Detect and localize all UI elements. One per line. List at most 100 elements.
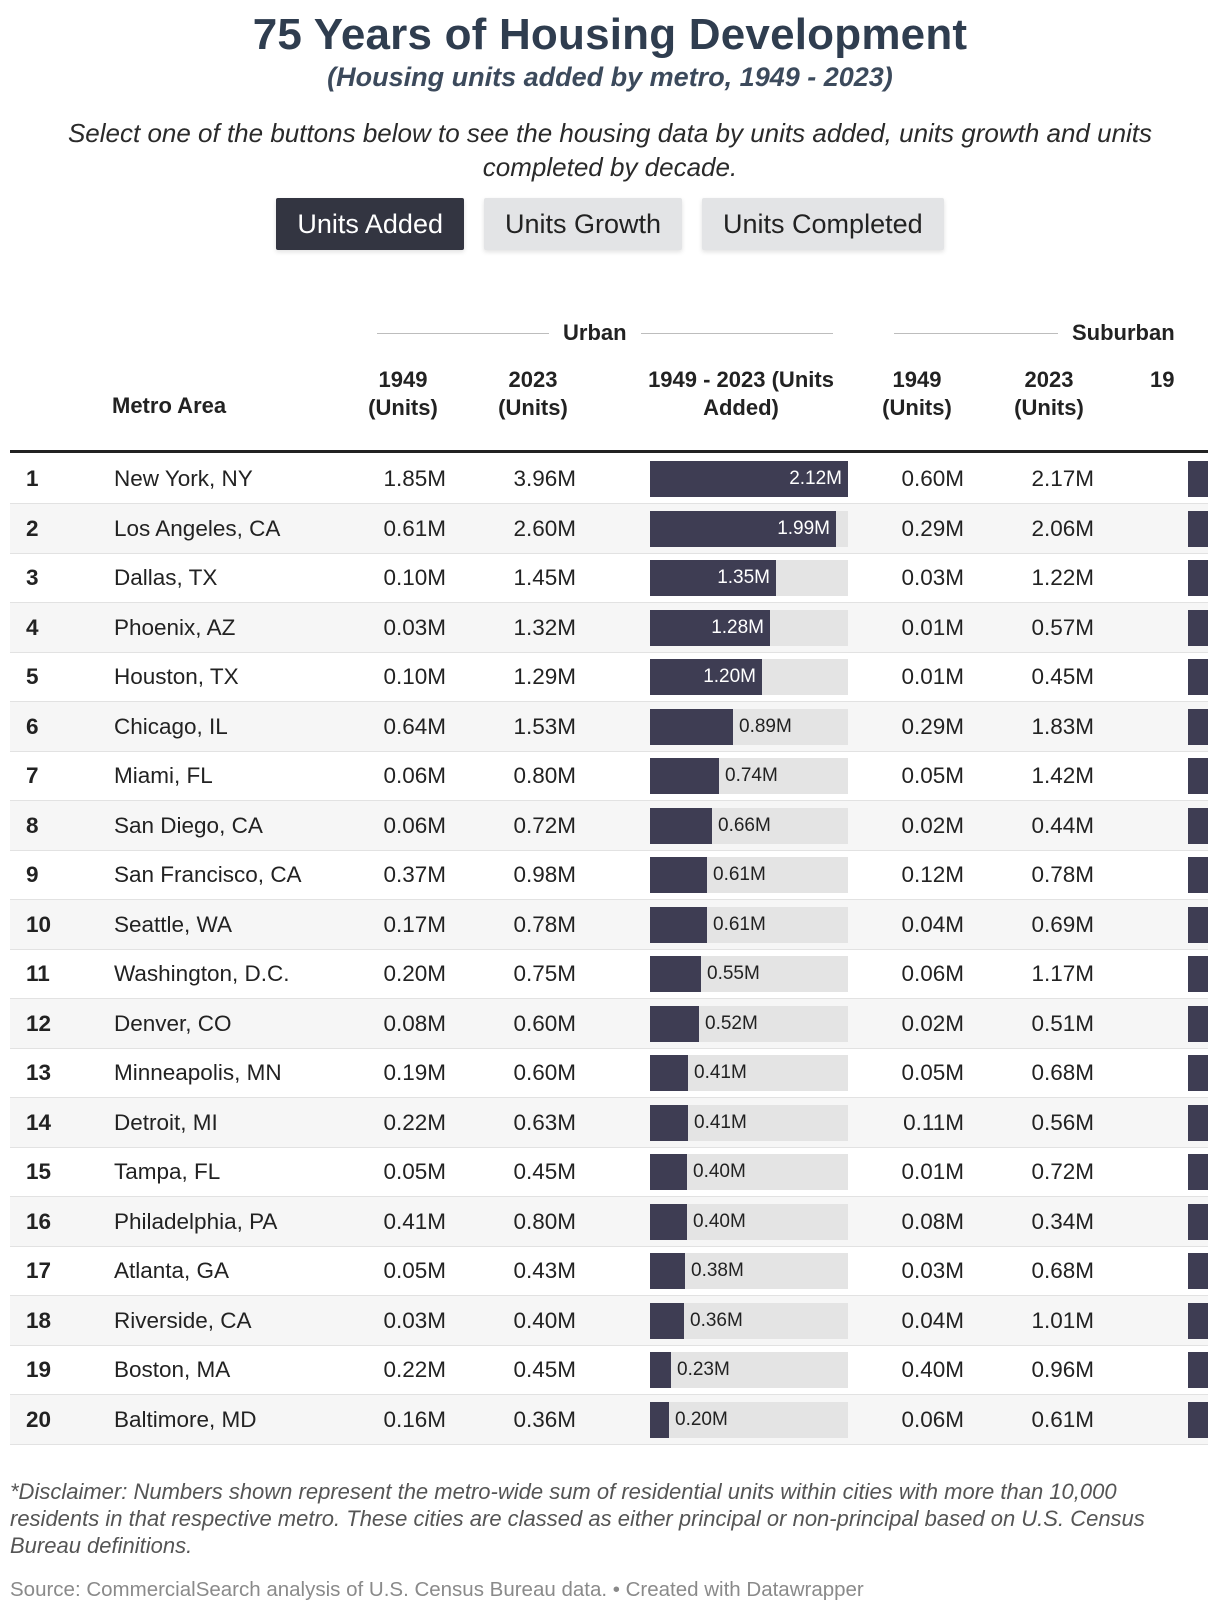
col-header-urban-added[interactable]: 1949 - 2023 (Units Added): [648, 367, 834, 420]
metro-cell: Denver, CO: [114, 1010, 232, 1036]
suburban-1949-cell: 0.04M: [901, 911, 964, 937]
rank-cell: 4: [26, 614, 39, 640]
urban-2023-cell: 0.78M: [513, 911, 576, 937]
suburban-added-bar: [1188, 1302, 1208, 1339]
suburban-added-bar: [1188, 906, 1208, 943]
suburban-2023-cell: 0.51M: [1031, 1010, 1094, 1036]
urban-2023-cell: 0.60M: [513, 1010, 576, 1036]
suburban-1949-cell: 0.01M: [901, 614, 964, 640]
urban-2023-cell: 0.80M: [513, 1208, 576, 1234]
units-added-bar: [650, 758, 719, 794]
col-header-suburban-1949[interactable]: 1949 (Units): [882, 367, 952, 420]
suburban-2023-cell: 0.72M: [1031, 1159, 1094, 1184]
suburban-1949-cell: 0.08M: [901, 1208, 964, 1234]
col-header-suburban-2023[interactable]: 2023 (Units): [1014, 367, 1084, 420]
urban-2023-cell: 3.96M: [513, 466, 576, 491]
suburban-added-bar: [1188, 807, 1208, 844]
metro-cell: Seattle, WA: [114, 911, 232, 937]
units-added-bar: [650, 1401, 669, 1438]
urban-2023-cell: 0.45M: [513, 1357, 576, 1382]
metro-cell: Los Angeles, CA: [114, 515, 281, 541]
bar-value-label: 1.99M: [777, 517, 830, 539]
col-header-urban-1949[interactable]: 1949 (Units): [368, 367, 438, 420]
rank-cell: 1: [26, 466, 39, 491]
metro-cell: Houston, TX: [114, 664, 239, 689]
suburban-2023-cell: 0.96M: [1031, 1357, 1094, 1382]
urban-1949-cell: 0.20M: [383, 961, 446, 986]
bar-track: 0.20M: [650, 1401, 848, 1438]
rank-cell: 12: [26, 1010, 52, 1036]
suburban-1949-cell: 0.05M: [901, 763, 964, 788]
bar-track: 0.52M: [650, 1005, 848, 1042]
metro-cell: Washington, D.C.: [114, 961, 290, 986]
table-row: 9 San Francisco, CA 0.37M 0.98M 0.12M 0.78M 0.…: [10, 850, 1208, 900]
bar-track: 1.28M: [650, 609, 848, 646]
metro-cell: Miami, FL: [114, 763, 213, 788]
suburban-2023-cell: 0.45M: [1031, 664, 1094, 689]
urban-1949-cell: 0.03M: [383, 1307, 446, 1333]
rank-cell: 17: [26, 1258, 52, 1283]
suburban-2023-cell: 1.17M: [1031, 961, 1094, 986]
bar-value-label: 0.52M: [705, 1012, 758, 1034]
urban-2023-cell: 0.40M: [513, 1307, 576, 1333]
urban-2023-cell: 1.32M: [513, 614, 576, 640]
bar-track: 0.55M: [650, 956, 848, 992]
rank-cell: 3: [26, 565, 39, 590]
bar-value-label: 2.12M: [789, 468, 842, 489]
bar-track: 0.40M: [650, 1154, 848, 1190]
bar-track: 0.61M: [650, 857, 848, 893]
bar-value-label: 0.23M: [677, 1359, 730, 1380]
suburban-added-bar: [1188, 1203, 1208, 1240]
header-rule: [10, 450, 1208, 453]
bar-value-label: 0.38M: [691, 1260, 744, 1281]
view-toggle-buttons: Units Added Units Growth Units Completed: [0, 198, 1220, 250]
urban-group-header: Urban: [377, 320, 833, 346]
units-added-bar: [650, 1154, 687, 1190]
rank-cell: 7: [26, 763, 39, 788]
table-row: 5 Houston, TX 0.10M 1.29M 0.01M 0.45M 1.20M: [10, 652, 1208, 702]
chart-subtitle: (Housing units added by metro, 1949 - 20…: [327, 62, 893, 92]
metro-cell: Detroit, MI: [114, 1109, 218, 1135]
units-added-bar: [650, 659, 762, 695]
suburban-1949-cell: 0.01M: [901, 1159, 964, 1184]
table-row: 3 Dallas, TX 0.10M 1.45M 0.03M 1.22M 1.35M: [10, 553, 1208, 603]
units-added-button[interactable]: Units Added: [276, 198, 464, 250]
urban-1949-cell: 0.17M: [383, 911, 446, 937]
bar-track: 2.12M: [650, 461, 848, 497]
urban-1949-cell: 0.03M: [383, 614, 446, 640]
urban-2023-cell: 1.45M: [513, 565, 576, 590]
suburban-group-label: Suburban: [1072, 320, 1175, 345]
suburban-added-bar: [1188, 857, 1208, 893]
col-header-suburban-added[interactable]: 19: [1150, 367, 1175, 392]
table-row: 12 Denver, CO 0.08M 0.60M 0.02M 0.51M 0.52M: [10, 998, 1208, 1049]
table-row: 4 Phoenix, AZ 0.03M 1.32M 0.01M 0.57M 1.28M: [10, 602, 1208, 653]
bar-value-label: 1.20M: [703, 666, 756, 687]
metro-cell: Minneapolis, MN: [114, 1060, 282, 1085]
units-completed-button[interactable]: Units Completed: [702, 198, 944, 250]
suburban-added-bar: [1188, 510, 1208, 547]
data-table: Urban Suburban Metro Area 1949 (Units) 20…: [10, 0, 1208, 1460]
bar-value-label: 0.36M: [690, 1309, 743, 1331]
metro-cell: Atlanta, GA: [114, 1258, 230, 1283]
units-added-bar: [650, 1253, 685, 1289]
urban-1949-cell: 0.64M: [383, 713, 446, 739]
rank-cell: 18: [26, 1307, 52, 1333]
suburban-added-bar: [1188, 1154, 1208, 1190]
units-growth-button[interactable]: Units Growth: [483, 198, 683, 250]
bar-value-label: 0.40M: [693, 1210, 746, 1232]
suburban-added-bar: [1188, 956, 1208, 992]
bar-track: 0.23M: [650, 1352, 848, 1388]
bar-value-label: 0.61M: [713, 864, 766, 885]
metro-cell: Boston, MA: [114, 1357, 231, 1382]
metro-cell: San Diego, CA: [114, 812, 263, 838]
suburban-1949-cell: 0.06M: [901, 961, 964, 986]
bar-track: 1.20M: [650, 659, 848, 695]
col-header-urban-2023[interactable]: 2023 (Units): [498, 367, 568, 420]
rank-cell: 19: [26, 1357, 52, 1382]
urban-1949-cell: 0.05M: [383, 1258, 446, 1283]
bar-value-label: 0.41M: [694, 1111, 747, 1133]
suburban-added-bar: [1188, 560, 1208, 596]
suburban-1949-cell: 0.04M: [901, 1307, 964, 1333]
col-header-metro[interactable]: Metro Area: [112, 393, 227, 418]
urban-2023-cell: 0.43M: [513, 1258, 576, 1283]
